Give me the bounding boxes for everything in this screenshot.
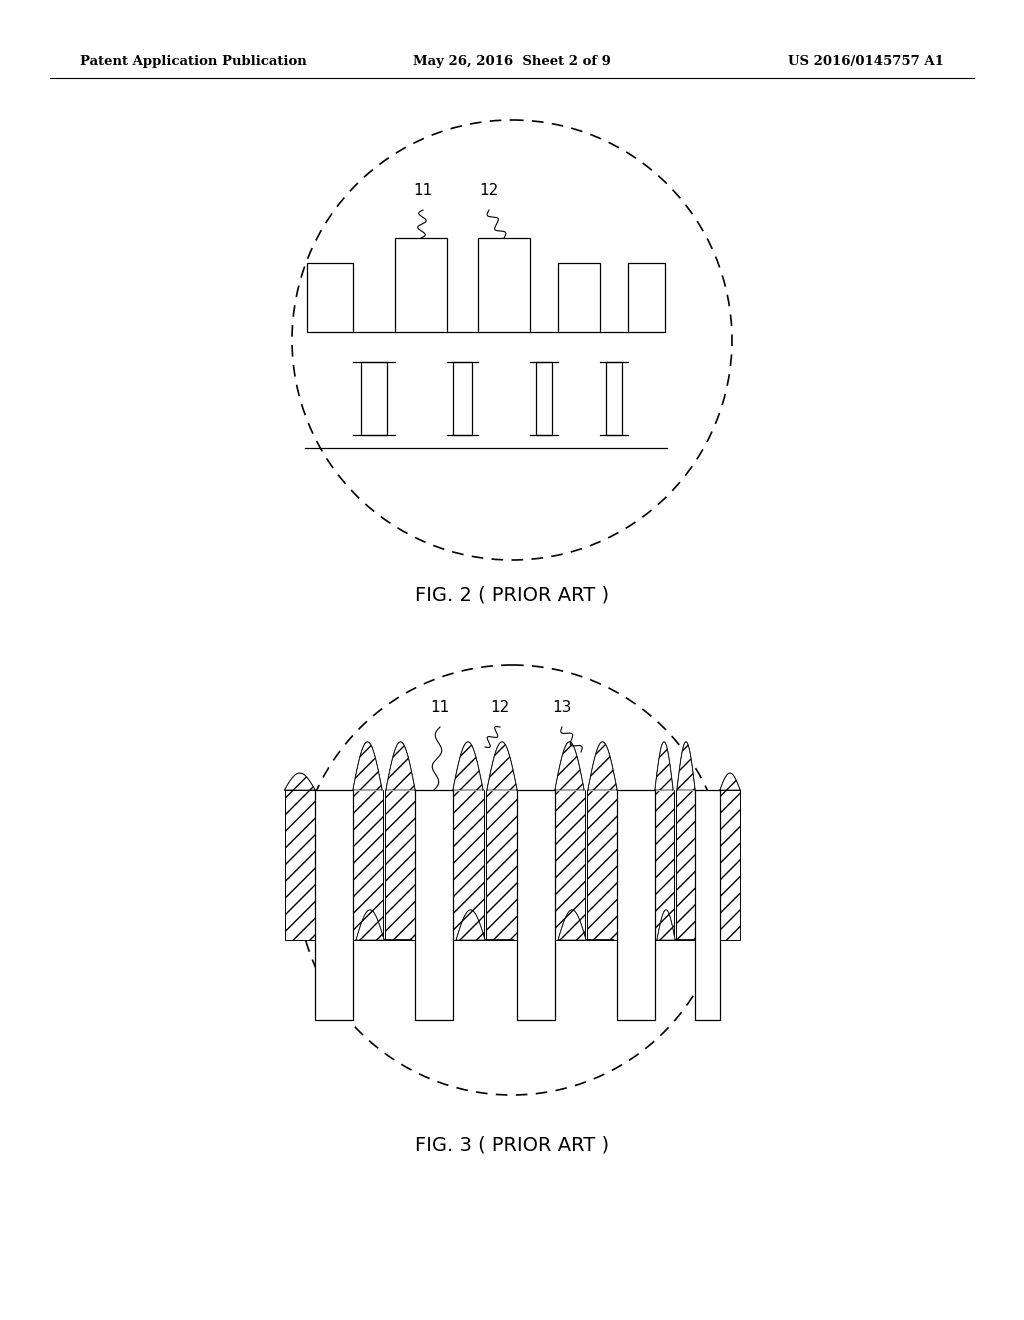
Bar (353, 789, 383, 940)
Bar (415, 789, 453, 1020)
Bar (517, 789, 555, 1020)
Bar (285, 789, 315, 940)
Bar (558, 263, 600, 333)
Polygon shape (655, 742, 673, 789)
Bar (605, 362, 623, 436)
Bar (695, 789, 720, 1020)
Text: US 2016/0145757 A1: US 2016/0145757 A1 (788, 55, 944, 69)
Text: 11: 11 (430, 700, 450, 715)
Bar (486, 789, 517, 940)
Bar (361, 362, 387, 436)
Text: 12: 12 (490, 700, 510, 715)
Bar (395, 238, 447, 333)
Text: FIG. 2 ( PRIOR ART ): FIG. 2 ( PRIOR ART ) (415, 586, 609, 605)
Polygon shape (677, 742, 695, 789)
Text: 13: 13 (552, 700, 571, 715)
Text: May 26, 2016  Sheet 2 of 9: May 26, 2016 Sheet 2 of 9 (413, 55, 611, 69)
Polygon shape (558, 909, 614, 940)
Polygon shape (453, 742, 483, 789)
Bar (307, 263, 353, 333)
Polygon shape (285, 774, 315, 789)
Bar (676, 789, 695, 940)
Polygon shape (356, 909, 412, 940)
Polygon shape (555, 742, 584, 789)
Bar (478, 238, 530, 333)
Bar (655, 789, 674, 940)
Bar (720, 789, 740, 940)
Bar (555, 789, 585, 940)
Bar (628, 263, 665, 333)
Bar (587, 789, 617, 940)
Polygon shape (353, 742, 382, 789)
Bar (617, 789, 655, 1020)
Polygon shape (487, 742, 517, 789)
Polygon shape (657, 909, 693, 940)
Bar (315, 789, 353, 1020)
Bar (454, 362, 472, 436)
Bar (453, 789, 483, 940)
Text: 11: 11 (414, 183, 432, 198)
Bar (385, 789, 415, 940)
Text: FIG. 3 ( PRIOR ART ): FIG. 3 ( PRIOR ART ) (415, 1135, 609, 1155)
Bar (536, 362, 552, 436)
Polygon shape (720, 774, 740, 789)
Polygon shape (588, 742, 617, 789)
Text: Patent Application Publication: Patent Application Publication (80, 55, 307, 69)
Text: 12: 12 (479, 183, 499, 198)
Polygon shape (457, 909, 514, 940)
Polygon shape (386, 742, 415, 789)
